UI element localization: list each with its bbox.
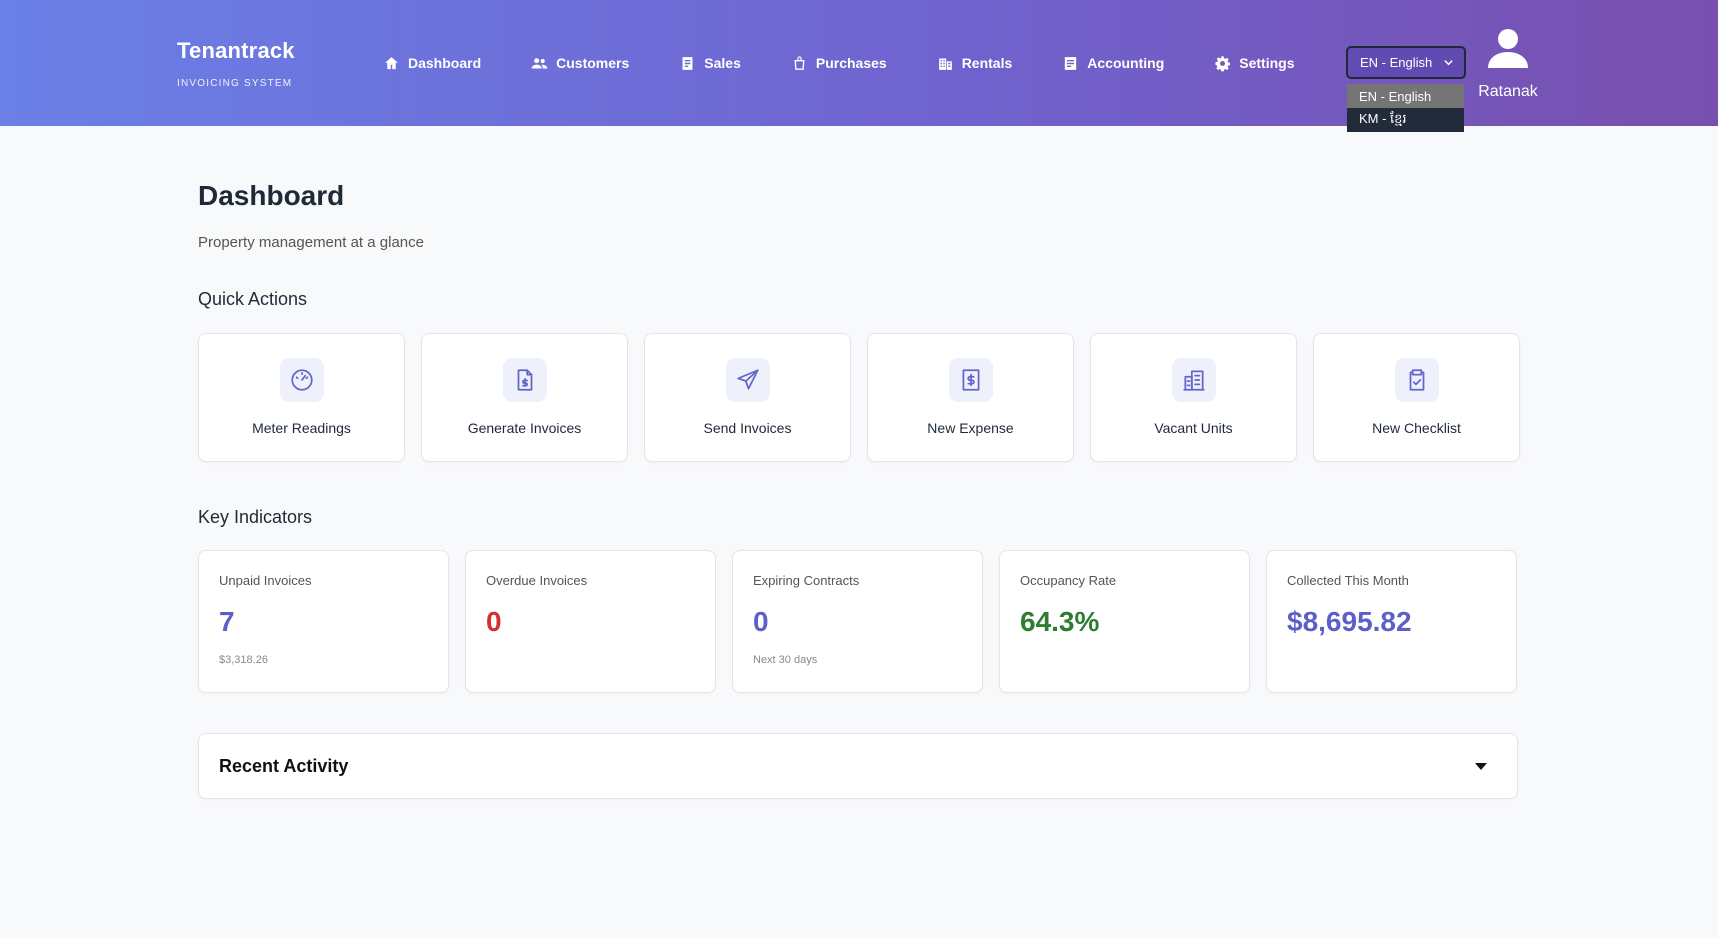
ledger-icon	[1065, 56, 1077, 70]
file-invoice-icon	[502, 358, 547, 402]
quick-action-vacant-units[interactable]: Vacant Units	[1090, 333, 1297, 462]
indicator-label: Overdue Invoices	[486, 573, 588, 588]
indicator-unpaid-invoices[interactable]: Unpaid Invoices 7 $3,318.26	[198, 550, 449, 693]
indicator-label: Collected This Month	[1287, 573, 1409, 588]
quick-action-label: Send Invoices	[703, 420, 792, 436]
quick-actions-grid: Meter Readings Generate Invoices Send In…	[198, 333, 1520, 462]
caret-down-icon[interactable]	[1475, 762, 1487, 770]
page-subtitle: Property management at a glance	[198, 234, 424, 251]
nav-dashboard-label: Dashboard	[408, 55, 482, 71]
indicator-value: 64.3%	[1020, 606, 1100, 637]
shopping-bag-icon	[794, 55, 805, 70]
user-menu[interactable]: Ratanak	[1472, 24, 1544, 101]
recent-activity-panel[interactable]: Recent Activity	[198, 733, 1518, 799]
main-nav: Dashboard Customers Sales Purchases Rent…	[383, 52, 1345, 74]
user-icon	[1488, 29, 1528, 68]
language-option-en[interactable]: EN - English	[1347, 84, 1464, 108]
indicator-occupancy-rate[interactable]: Occupancy Rate 64.3%	[999, 550, 1250, 693]
key-indicators-grid: Unpaid Invoices 7 $3,318.26 Overdue Invo…	[198, 550, 1517, 693]
top-navigation-bar: Tenantrack INVOICING SYSTEM Dashboard Cu…	[0, 0, 1718, 132]
language-select[interactable]: EN - English	[1346, 46, 1466, 79]
quick-action-send-invoices[interactable]: Send Invoices	[644, 333, 851, 462]
send-icon	[725, 358, 770, 402]
indicator-subtext: Next 30 days	[753, 654, 818, 666]
users-icon	[531, 57, 548, 68]
quick-action-label: Generate Invoices	[467, 420, 582, 436]
quick-action-meter-readings[interactable]: Meter Readings	[198, 333, 405, 462]
nav-rentals[interactable]: Rentals	[937, 52, 1013, 74]
nav-purchases-label: Purchases	[815, 55, 887, 71]
language-selected-value: EN - English	[1360, 55, 1433, 70]
nav-accounting[interactable]: Accounting	[1062, 52, 1164, 74]
indicator-value: 0	[753, 606, 769, 637]
page-title: Dashboard	[198, 180, 345, 211]
home-icon	[385, 56, 398, 69]
quick-action-generate-invoices[interactable]: Generate Invoices	[421, 333, 628, 462]
gear-icon	[1215, 55, 1231, 71]
quick-actions-title: Quick Actions	[198, 289, 308, 309]
buildings-icon	[1171, 358, 1216, 402]
clipboard-check-icon	[1394, 358, 1439, 402]
receipt-dollar-icon	[948, 358, 993, 402]
nav-settings[interactable]: Settings	[1214, 52, 1295, 74]
nav-dashboard[interactable]: Dashboard	[383, 52, 481, 74]
language-option-km[interactable]: KM - ខ្មែរ	[1359, 110, 1407, 126]
quick-action-label: Vacant Units	[1154, 420, 1233, 436]
quick-action-label: Meter Readings	[252, 420, 351, 436]
nav-sales[interactable]: Sales	[679, 52, 741, 74]
indicator-overdue-invoices[interactable]: Overdue Invoices 0	[465, 550, 716, 693]
brand-title: Tenantrack	[177, 38, 295, 63]
document-icon	[682, 56, 693, 70]
indicator-label: Expiring Contracts	[753, 573, 860, 588]
indicator-value: 0	[486, 606, 502, 637]
user-name: Ratanak	[1478, 83, 1538, 100]
brand[interactable]: Tenantrack INVOICING SYSTEM	[177, 38, 295, 89]
indicator-subtext: $3,318.26	[219, 654, 268, 666]
gauge-icon	[279, 358, 324, 402]
nav-accounting-label: Accounting	[1087, 55, 1165, 71]
indicator-label: Occupancy Rate	[1020, 573, 1117, 588]
key-indicators-title: Key Indicators	[198, 507, 313, 527]
indicator-collected-this-month[interactable]: Collected This Month $8,695.82	[1266, 550, 1517, 693]
nav-customers-label: Customers	[556, 55, 630, 71]
indicator-label: Unpaid Invoices	[219, 573, 312, 588]
quick-action-label: New Checklist	[1372, 420, 1461, 436]
chevron-down-icon	[1444, 60, 1453, 66]
nav-rentals-label: Rentals	[961, 55, 1013, 71]
nav-sales-label: Sales	[704, 55, 741, 71]
brand-subtitle: INVOICING SYSTEM	[177, 78, 293, 89]
recent-activity-title: Recent Activity	[219, 755, 349, 776]
building-icon	[938, 58, 952, 70]
nav-purchases[interactable]: Purchases	[791, 52, 887, 74]
quick-action-new-expense[interactable]: New Expense	[867, 333, 1074, 462]
nav-customers[interactable]: Customers	[531, 52, 629, 74]
quick-action-new-checklist[interactable]: New Checklist	[1313, 333, 1520, 462]
page-header: Dashboard Property management at a glanc…	[198, 180, 1518, 251]
quick-action-label: New Expense	[927, 420, 1014, 436]
indicator-value: 7	[219, 606, 235, 637]
nav-settings-label: Settings	[1239, 55, 1295, 71]
indicator-value: $8,695.82	[1287, 606, 1412, 637]
indicator-expiring-contracts[interactable]: Expiring Contracts 0 Next 30 days	[732, 550, 983, 693]
language-dropdown: EN - English KM - ខ្មែរ	[1347, 84, 1464, 132]
